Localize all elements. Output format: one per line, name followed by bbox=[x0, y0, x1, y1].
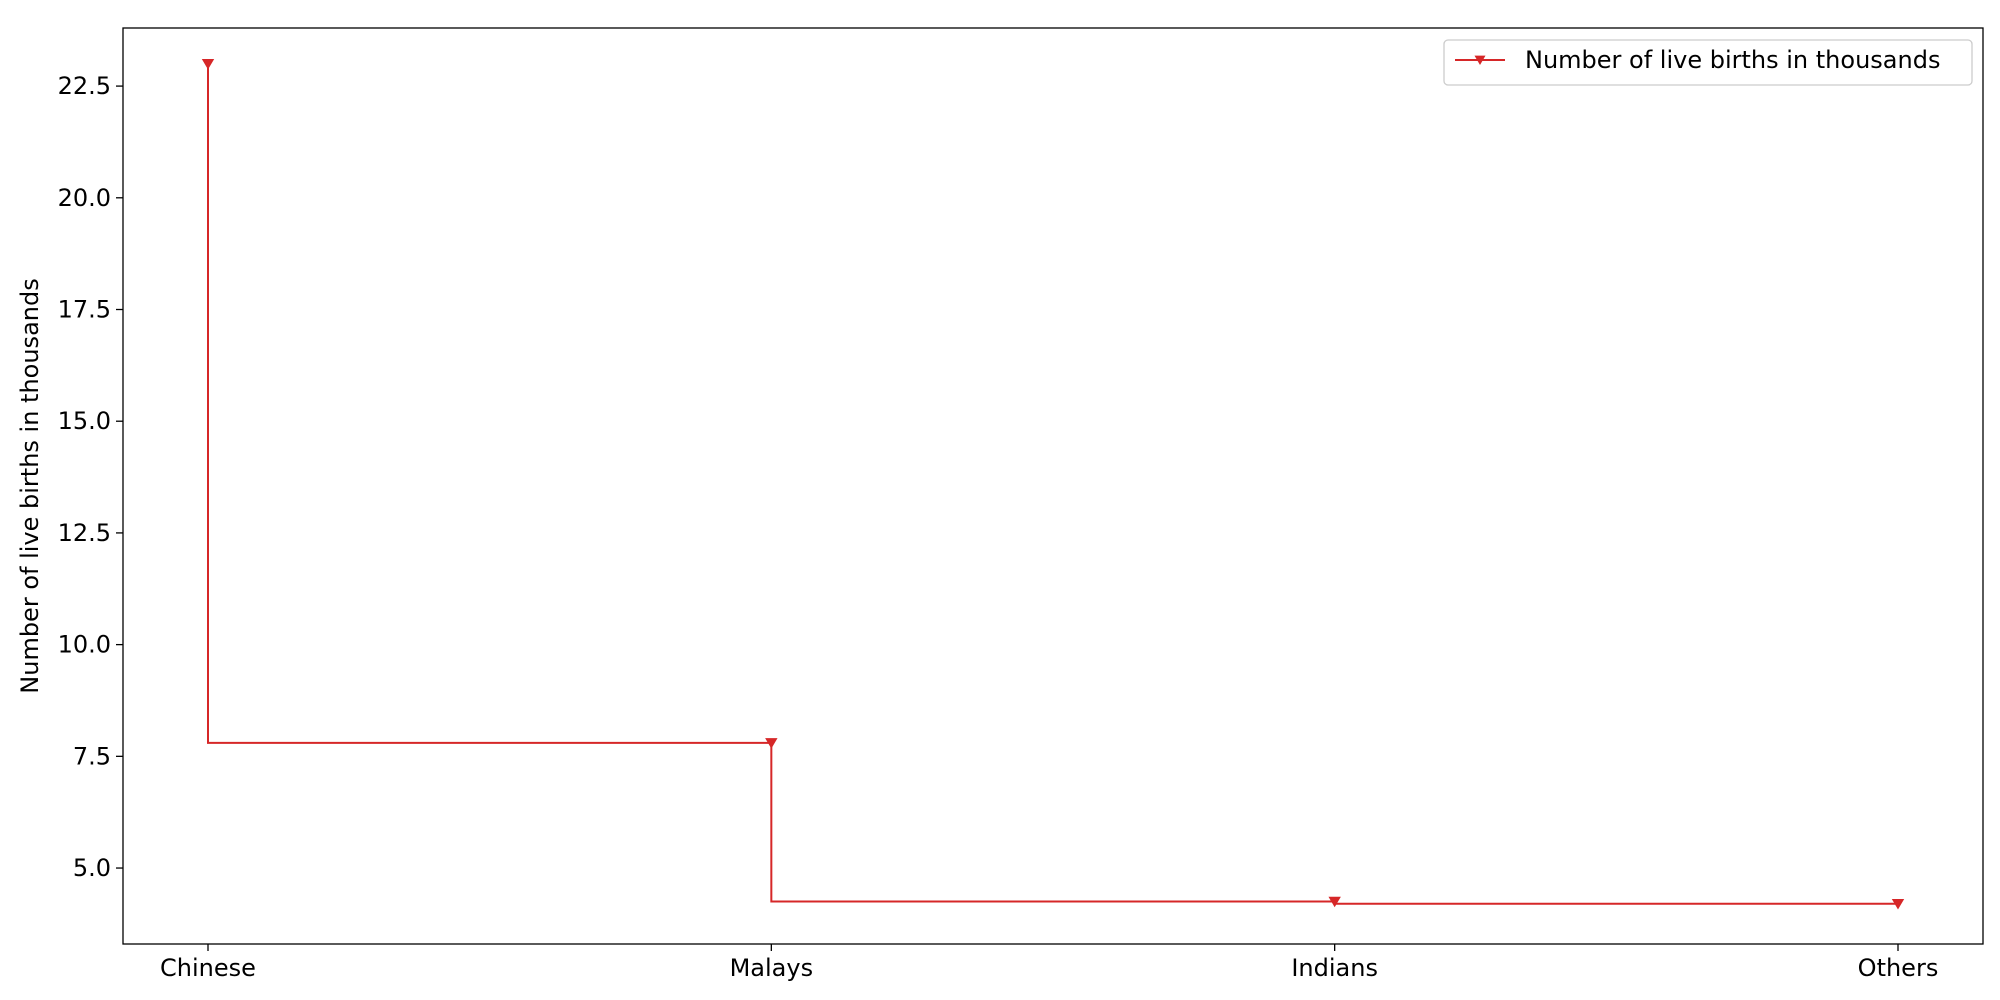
x-tick-label: Others bbox=[1858, 954, 1939, 982]
legend-box bbox=[1443, 39, 1973, 86]
y-tick-label: 20.0 bbox=[58, 184, 111, 212]
x-tick-label: Indians bbox=[1291, 954, 1378, 982]
y-tick-label: 5.0 bbox=[73, 854, 111, 882]
legend-marker-icon bbox=[1474, 55, 1486, 65]
x-tick-label: Chinese bbox=[160, 954, 256, 982]
y-tick-label: 7.5 bbox=[73, 742, 111, 770]
y-tick-label: 15.0 bbox=[58, 407, 111, 435]
y-tick-label: 17.5 bbox=[58, 296, 111, 324]
legend: Number of live births in thousands bbox=[1443, 39, 1973, 86]
series-layer bbox=[201, 58, 1905, 910]
data-point-marker bbox=[1328, 896, 1341, 908]
legend-label: Number of live births in thousands bbox=[1525, 46, 1940, 74]
x-axis: Chinese Malays Indians Others bbox=[160, 944, 1938, 982]
data-point-marker bbox=[1891, 898, 1905, 910]
data-point-marker bbox=[201, 58, 215, 70]
y-axis-label: Number of live births in thousands bbox=[16, 278, 44, 693]
y-tick-label: 12.5 bbox=[58, 519, 111, 547]
plot-area bbox=[122, 27, 1984, 945]
y-axis: 5.0 7.5 10.0 12.5 15.0 17.5 20.0 22.5 bbox=[58, 72, 123, 882]
data-point-marker bbox=[765, 738, 778, 749]
y-tick-label: 10.0 bbox=[58, 631, 111, 659]
axes-frame bbox=[122, 27, 1984, 945]
y-tick-label: 22.5 bbox=[58, 72, 111, 100]
x-tick-label: Malays bbox=[730, 954, 814, 982]
